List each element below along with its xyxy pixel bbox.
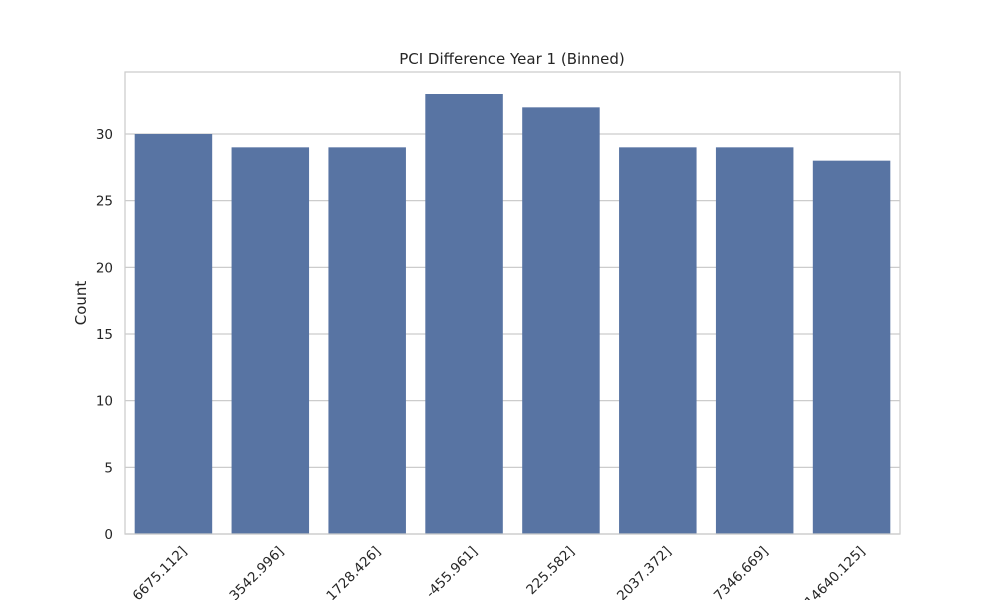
y-tick-label: 25 [96,194,113,210]
bar [328,147,406,535]
y-tick-label: 0 [104,527,113,543]
y-tick-labels: 0 5 10 15 20 25 30 [96,127,113,543]
y-tick-label: 10 [96,394,113,410]
x-tick-label: 1728.426] [323,544,384,600]
y-axis-label: Count [72,281,90,326]
x-tick-labels: 6675.112] 3542.996] 1728.426] -455.961] 225.… [130,544,869,600]
y-tick-label: 30 [96,127,113,143]
x-tick-label: -455.961] [423,544,481,600]
x-tick-label: 14640.125] [802,544,869,600]
bar [425,94,503,534]
x-tick-label: 7346.669] [711,544,772,600]
x-tick-label: 6675.112] [130,544,191,600]
plot-frame [124,71,901,535]
bar [619,147,697,535]
bar [231,147,310,535]
y-tick-label: 20 [96,260,113,276]
x-tick-label: 225.582] [523,544,578,599]
y-tick-label: 5 [104,460,113,476]
y-tick-label: 15 [96,327,113,343]
chart-title: PCI Difference Year 1 (Binned) [399,50,625,68]
bar [522,107,600,534]
bar [715,147,794,535]
bars [134,94,891,535]
x-tick-label: 3542.996] [227,544,288,600]
bar [134,134,213,534]
x-tick-label: 2037.372] [614,544,675,600]
bar [812,160,891,534]
